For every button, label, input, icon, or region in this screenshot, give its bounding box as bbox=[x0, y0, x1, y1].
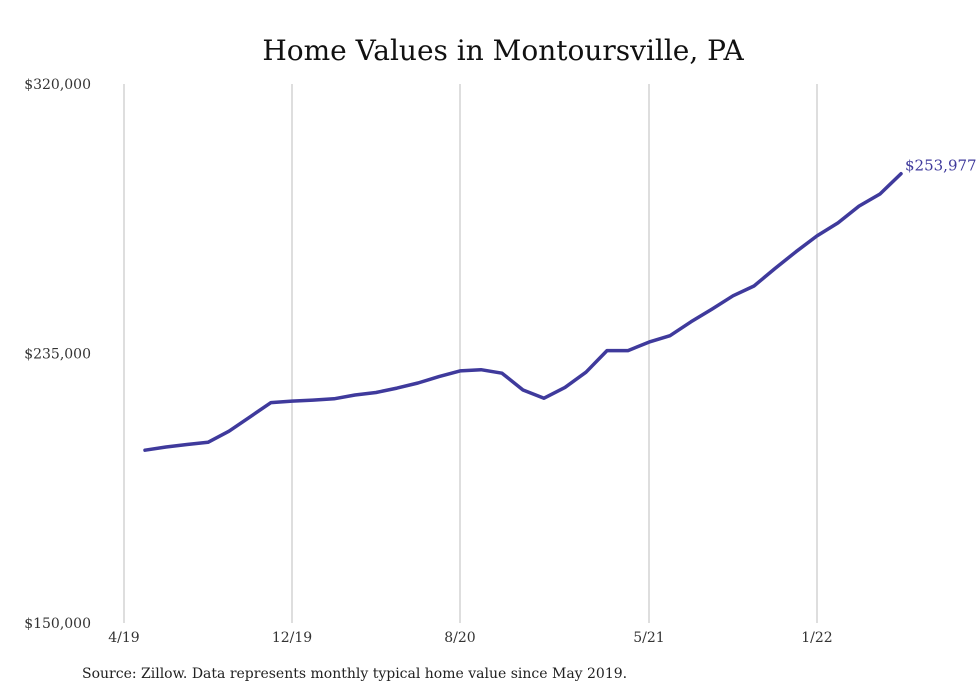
x-tick-label: 8/20 bbox=[444, 630, 475, 646]
end-value-label: $253,977 bbox=[905, 157, 977, 175]
chart-title: Home Values in Montoursville, PA bbox=[262, 34, 744, 67]
x-tick-label: 5/21 bbox=[633, 630, 664, 646]
y-tick-label: $320,000 bbox=[24, 77, 91, 93]
y-axis-tick-labels: $320,000 $235,000 $150,000 bbox=[24, 77, 91, 632]
source-note: Source: Zillow. Data represents monthly … bbox=[82, 666, 628, 682]
x-tick-label: 4/19 bbox=[108, 630, 139, 646]
x-tick-label: 1/22 bbox=[801, 630, 832, 646]
y-tick-label: $150,000 bbox=[24, 616, 91, 632]
series-line-home-value bbox=[143, 171, 903, 452]
y-tick-label: $235,000 bbox=[24, 347, 91, 363]
x-tick-label: 12/19 bbox=[272, 630, 312, 646]
x-axis-tick-labels: 4/19 12/19 8/20 5/21 1/22 bbox=[108, 630, 832, 646]
gridlines bbox=[123, 84, 818, 623]
